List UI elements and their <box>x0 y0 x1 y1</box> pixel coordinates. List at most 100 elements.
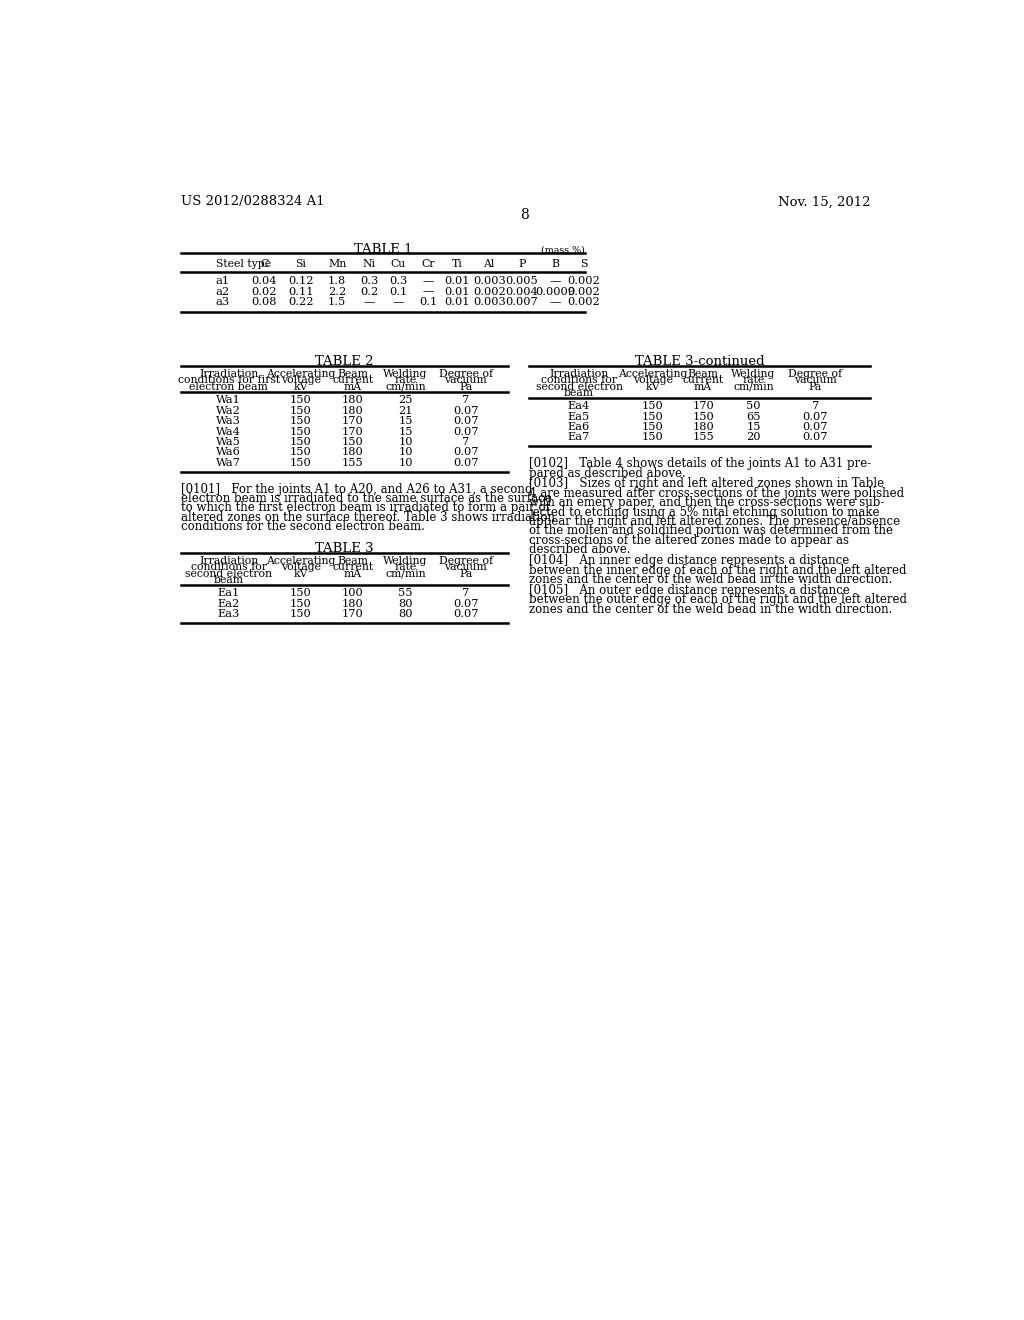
Text: current: current <box>332 562 374 573</box>
Text: electron beam is irradiated to the same surface as the surface: electron beam is irradiated to the same … <box>180 492 552 506</box>
Text: P: P <box>518 259 525 269</box>
Text: 0.004: 0.004 <box>505 286 538 297</box>
Text: 4 are measured after cross-sections of the joints were polished: 4 are measured after cross-sections of t… <box>528 487 904 500</box>
Text: kV: kV <box>294 569 308 578</box>
Text: Beam: Beam <box>337 368 369 379</box>
Text: conditions for first: conditions for first <box>178 375 280 385</box>
Text: Beam: Beam <box>337 556 369 566</box>
Text: to which the first electron beam is irradiated to form a pair of: to which the first electron beam is irra… <box>180 502 550 515</box>
Text: 25: 25 <box>398 396 413 405</box>
Text: Wa6: Wa6 <box>216 447 242 457</box>
Text: 150: 150 <box>342 437 364 447</box>
Text: 80: 80 <box>398 609 413 619</box>
Text: 150: 150 <box>290 416 311 426</box>
Text: 10: 10 <box>398 437 413 447</box>
Text: of the molten and solidified portion was determined from the: of the molten and solidified portion was… <box>528 524 893 537</box>
Text: vacuum: vacuum <box>444 375 487 385</box>
Text: conditions for the second electron beam.: conditions for the second electron beam. <box>180 520 425 533</box>
Text: 150: 150 <box>290 589 311 598</box>
Text: Wa5: Wa5 <box>216 437 242 447</box>
Text: Wa4: Wa4 <box>216 426 242 437</box>
Text: 10: 10 <box>398 458 413 467</box>
Text: 0.07: 0.07 <box>454 609 478 619</box>
Text: cross-sections of the altered zones made to appear as: cross-sections of the altered zones made… <box>528 533 849 546</box>
Text: 155: 155 <box>342 458 364 467</box>
Text: 0.22: 0.22 <box>288 297 313 308</box>
Text: TABLE 3-continued: TABLE 3-continued <box>635 355 764 368</box>
Text: S: S <box>580 259 588 269</box>
Text: 0.07: 0.07 <box>454 447 478 457</box>
Text: 10: 10 <box>398 447 413 457</box>
Text: 0.02: 0.02 <box>252 286 278 297</box>
Text: Ni: Ni <box>362 259 376 269</box>
Text: Ea3: Ea3 <box>218 609 240 619</box>
Text: 0.002: 0.002 <box>473 286 506 297</box>
Text: kV: kV <box>645 381 659 392</box>
Text: between the inner edge of each of the right and the left altered: between the inner edge of each of the ri… <box>528 564 906 577</box>
Text: 21: 21 <box>398 405 413 416</box>
Text: 150: 150 <box>642 433 664 442</box>
Text: Ea6: Ea6 <box>568 422 590 432</box>
Text: Degree of: Degree of <box>788 368 843 379</box>
Text: 0.1: 0.1 <box>389 286 408 297</box>
Text: 0.002: 0.002 <box>567 276 600 286</box>
Text: [0101]   For the joints A1 to A20, and A26 to A31, a second: [0101] For the joints A1 to A20, and A26… <box>180 483 532 495</box>
Text: Welding: Welding <box>731 368 775 379</box>
Text: vacuum: vacuum <box>794 375 837 385</box>
Text: Ea4: Ea4 <box>568 401 590 411</box>
Text: —: — <box>549 276 561 286</box>
Text: 65: 65 <box>746 412 761 421</box>
Text: voltage: voltage <box>633 375 673 385</box>
Text: 7: 7 <box>812 401 819 411</box>
Text: jected to etching using a 5% nital etching solution to make: jected to etching using a 5% nital etchi… <box>528 506 880 519</box>
Text: voltage: voltage <box>281 375 321 385</box>
Text: Degree of: Degree of <box>439 556 493 566</box>
Text: [0105]   An outer edge distance represents a distance: [0105] An outer edge distance represents… <box>528 583 850 597</box>
Text: kV: kV <box>294 381 308 392</box>
Text: described above.: described above. <box>528 544 630 556</box>
Text: 170: 170 <box>692 401 714 411</box>
Text: 15: 15 <box>398 416 413 426</box>
Text: 150: 150 <box>290 599 311 609</box>
Text: Mn: Mn <box>328 259 346 269</box>
Text: TABLE 1: TABLE 1 <box>353 243 413 256</box>
Text: rate: rate <box>742 375 765 385</box>
Text: —: — <box>549 297 561 308</box>
Text: Accelerating: Accelerating <box>266 556 336 566</box>
Text: current: current <box>332 375 374 385</box>
Text: 7: 7 <box>462 589 470 598</box>
Text: cm/min: cm/min <box>385 381 426 392</box>
Text: mA: mA <box>694 381 712 392</box>
Text: electron beam: electron beam <box>189 381 268 392</box>
Text: Irradiation: Irradiation <box>199 556 258 566</box>
Text: B: B <box>551 259 559 269</box>
Text: Irradiation: Irradiation <box>550 368 608 379</box>
Text: 0.01: 0.01 <box>444 297 470 308</box>
Text: 180: 180 <box>342 396 364 405</box>
Text: 150: 150 <box>290 426 311 437</box>
Text: cm/min: cm/min <box>385 569 426 578</box>
Text: 55: 55 <box>398 589 413 598</box>
Text: Ea7: Ea7 <box>568 433 590 442</box>
Text: 1.8: 1.8 <box>328 276 346 286</box>
Text: 0.08: 0.08 <box>252 297 278 308</box>
Text: appear the right and left altered zones. The presence/absence: appear the right and left altered zones.… <box>528 515 900 528</box>
Text: TABLE 3: TABLE 3 <box>315 543 374 554</box>
Text: 0.07: 0.07 <box>803 433 828 442</box>
Text: Pa: Pa <box>460 569 472 578</box>
Text: Al: Al <box>483 259 495 269</box>
Text: 150: 150 <box>290 437 311 447</box>
Text: —: — <box>422 276 433 286</box>
Text: Irradiation: Irradiation <box>199 368 258 379</box>
Text: 150: 150 <box>290 405 311 416</box>
Text: 180: 180 <box>342 447 364 457</box>
Text: 0.01: 0.01 <box>444 286 470 297</box>
Text: beam: beam <box>214 576 244 585</box>
Text: 0.003: 0.003 <box>473 276 506 286</box>
Text: 180: 180 <box>692 422 714 432</box>
Text: conditions for: conditions for <box>541 375 617 385</box>
Text: 0.07: 0.07 <box>454 416 478 426</box>
Text: US 2012/0288324 A1: US 2012/0288324 A1 <box>180 195 325 209</box>
Text: 0.005: 0.005 <box>505 276 538 286</box>
Text: 80: 80 <box>398 599 413 609</box>
